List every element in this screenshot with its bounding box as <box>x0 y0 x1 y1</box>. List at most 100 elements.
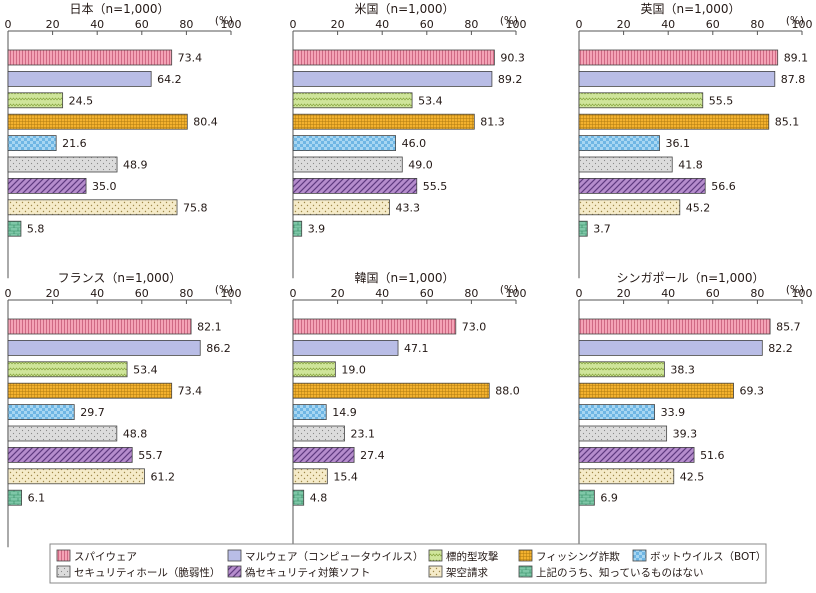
data-label: 55.5 <box>709 94 734 107</box>
bar <box>7 339 201 356</box>
bar <box>292 489 305 506</box>
data-label: 48.9 <box>123 159 148 172</box>
axis-unit-label: (%) <box>215 284 233 296</box>
bar <box>292 71 493 87</box>
bar <box>578 425 668 442</box>
data-label: 36.1 <box>666 137 691 150</box>
data-label: 33.9 <box>661 406 686 419</box>
legend-item: ボットウイルス（BOT） <box>632 549 766 563</box>
legend-swatch <box>518 549 533 562</box>
legend-item: スパイウェア <box>56 549 137 563</box>
bar <box>7 446 133 463</box>
data-label: 53.4 <box>133 363 158 376</box>
chart-title: 日本（n=1,000） <box>69 2 169 16</box>
bar <box>292 113 475 130</box>
bar <box>578 446 695 463</box>
legend-swatch <box>632 549 647 562</box>
data-label: 86.2 <box>206 342 231 355</box>
axis-tick-label: 0 <box>576 287 583 300</box>
bar <box>578 339 763 356</box>
chart-title: シンガポール（n=1,000） <box>616 271 764 285</box>
bar <box>7 361 128 378</box>
data-label: 75.8 <box>183 201 208 214</box>
bar <box>292 156 403 173</box>
legend-label: ボットウイルス（BOT） <box>650 551 766 563</box>
data-label: 29.7 <box>80 406 105 419</box>
bar <box>7 71 152 87</box>
data-label: 3.9 <box>308 223 326 236</box>
data-label: 90.3 <box>500 52 525 65</box>
axis-tick-label: 40 <box>375 287 389 300</box>
data-label: 64.2 <box>157 73 182 86</box>
bar <box>292 339 399 356</box>
data-label: 82.1 <box>197 321 222 334</box>
bar <box>292 361 336 378</box>
axis-tick-label: 60 <box>706 287 720 300</box>
chart-panel: フランス（n=1,000） (%) 0 20 40 60 80 100 82.1 86.2 53.4… <box>5 271 242 548</box>
data-label: 61.2 <box>150 470 175 483</box>
legend-label: セキュリティホール（脆弱性） <box>74 566 220 579</box>
axis-tick-label: 60 <box>706 18 720 31</box>
legend-swatch <box>56 549 71 562</box>
legend-label: 架空請求 <box>446 566 488 579</box>
data-label: 39.3 <box>673 428 698 441</box>
axis-tick-label: 80 <box>464 287 478 300</box>
bar <box>7 177 87 194</box>
data-label: 19.0 <box>341 363 366 376</box>
data-label: 35.0 <box>92 180 117 193</box>
data-label: 53.4 <box>418 94 443 107</box>
bar <box>578 92 704 109</box>
bar <box>292 92 413 109</box>
bar <box>578 318 771 335</box>
bar <box>578 220 588 237</box>
bar <box>578 404 655 421</box>
axis-unit-label: (%) <box>215 15 233 27</box>
axis-tick-label: 0 <box>290 287 297 300</box>
bar <box>7 404 75 421</box>
bar <box>578 71 776 87</box>
bar <box>292 177 418 194</box>
chart-legend: スパイウェア マルウェア（コンピュータウイルス） 標的型攻撃 フィッシング詐欺 ボットウ… <box>49 543 767 584</box>
data-label: 27.4 <box>360 449 385 462</box>
axis-tick-label: 20 <box>46 18 60 31</box>
axis-tick-label: 100 <box>221 18 242 31</box>
legend-label: フィッシング詐欺 <box>536 550 620 563</box>
legend-item: マルウェア（コンピュータウイルス） <box>227 549 424 563</box>
chart-title: 米国（n=1,000） <box>354 2 454 16</box>
legend-swatch <box>518 565 533 578</box>
axis-tick-label: 40 <box>90 18 104 31</box>
axis-tick-label: 40 <box>90 287 104 300</box>
axis-tick-label: 80 <box>750 287 764 300</box>
chart-panel: 米国（n=1,000） (%) 0 20 40 60 80 100 90.3 89.2 53.4 81… <box>290 2 527 279</box>
data-label: 5.8 <box>27 223 44 236</box>
axis-tick-label: 60 <box>135 287 149 300</box>
bar <box>7 382 173 399</box>
data-label: 55.7 <box>138 449 163 462</box>
chart-panel: 英国（n=1,000） (%) 0 20 40 60 80 100 89.1 87.8 55.5 85… <box>576 2 813 279</box>
legend-label: 偽セキュリティ対策ソフト <box>245 566 370 579</box>
axis-tick-label: 0 <box>5 18 12 31</box>
data-label: 47.1 <box>404 342 429 355</box>
data-label: 6.9 <box>600 492 618 505</box>
bar <box>292 135 396 152</box>
bar <box>578 113 770 130</box>
data-label: 46.0 <box>402 137 427 150</box>
axis-tick-label: 40 <box>661 18 675 31</box>
data-label: 4.8 <box>310 492 328 505</box>
bar <box>292 220 303 237</box>
data-label: 24.5 <box>69 94 94 107</box>
data-label: 85.7 <box>776 321 801 334</box>
bar <box>578 361 665 378</box>
data-label: 55.5 <box>423 180 448 193</box>
axis-tick-label: 80 <box>179 287 193 300</box>
bar <box>578 468 675 485</box>
axis-tick-label: 20 <box>46 287 60 300</box>
legend-item: 標的型攻撃 <box>428 549 499 563</box>
chart-panel: 日本（n=1,000） (%) 0 20 40 60 80 100 73.4 64.2 24.5 80… <box>5 2 242 279</box>
chart-title: 韓国（n=1,000） <box>354 271 454 285</box>
bar <box>7 468 145 485</box>
data-label: 73.4 <box>178 52 203 65</box>
axis-unit-label: (%) <box>786 15 804 27</box>
bar <box>7 49 173 66</box>
